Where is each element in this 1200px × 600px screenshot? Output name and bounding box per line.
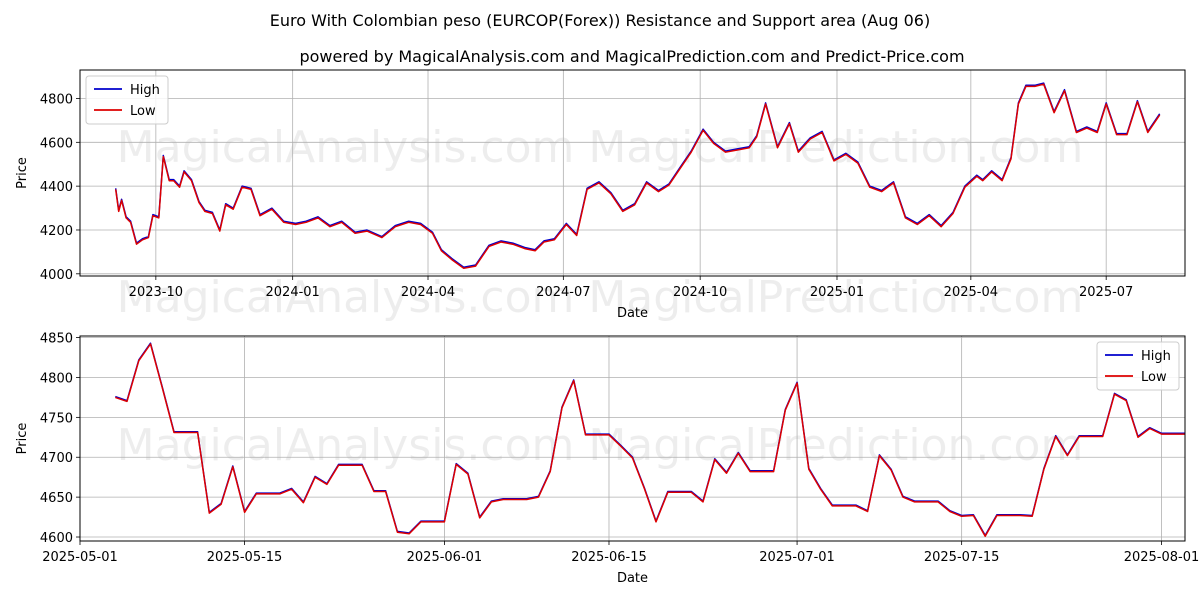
plot-frame <box>79 69 1186 277</box>
y-tick-label: 4600 <box>40 136 73 151</box>
y-tick-label: 4850 <box>40 332 73 347</box>
y-tick-label: 4700 <box>40 451 73 466</box>
legend-label-high: High <box>130 83 160 98</box>
plot-frame <box>79 335 1186 542</box>
watermark-bottom: MagicalAnalysis.com MagicalPrediction.co… <box>117 420 1084 471</box>
series-line-low <box>115 343 1185 537</box>
y-tick-label: 4750 <box>40 411 73 426</box>
y-tick-label: 4000 <box>40 268 73 283</box>
bottom-chart-panel: MagicalAnalysis.com MagicalPrediction.co… <box>15 332 1199 586</box>
x-tick-label: 2025-07-01 <box>759 550 835 565</box>
y-tick-label: 4800 <box>40 92 73 107</box>
legend-box <box>1096 341 1180 391</box>
legend-label-low: Low <box>130 104 156 119</box>
series-line-high <box>114 82 1161 268</box>
watermark-top-lower: MagicalAnalysis.com MagicalPrediction.co… <box>117 272 1084 323</box>
top-chart-panel: MagicalAnalysis.com MagicalPrediction.co… <box>15 69 1186 323</box>
y-tick-label: 4400 <box>40 180 73 195</box>
y-axis-label: Price <box>15 157 30 189</box>
x-tick-label: 2025-08-01 <box>1124 550 1200 565</box>
x-tick-label: 2024-10 <box>673 285 727 300</box>
y-tick-label: 4800 <box>40 371 73 386</box>
x-axis-label: Date <box>617 306 648 321</box>
y-axis-label: Price <box>15 423 30 455</box>
x-tick-label: 2025-05-15 <box>207 550 283 565</box>
x-tick-label: 2023-10 <box>129 285 183 300</box>
x-tick-label: 2024-04 <box>401 285 455 300</box>
x-tick-label: 2025-07 <box>1079 285 1133 300</box>
x-tick-label: 2025-06-01 <box>407 550 483 565</box>
x-tick-label: 2024-07 <box>536 285 590 300</box>
legend-label-low: Low <box>1141 370 1167 385</box>
y-tick-label: 4200 <box>40 224 73 239</box>
x-tick-label: 2024-01 <box>266 285 320 300</box>
x-axis-label: Date <box>617 571 648 586</box>
legend-box <box>85 75 169 125</box>
x-tick-label: 2025-04 <box>944 285 998 300</box>
y-tick-label: 4650 <box>40 491 73 506</box>
y-tick-label: 4600 <box>40 531 73 546</box>
x-tick-label: 2025-07-15 <box>924 550 1000 565</box>
x-tick-label: 2025-06-15 <box>571 550 647 565</box>
watermark-top: MagicalAnalysis.com MagicalPrediction.co… <box>117 122 1084 173</box>
chart-subtitle: powered by MagicalAnalysis.com and Magic… <box>299 47 964 66</box>
x-tick-label: 2025-05-01 <box>42 550 118 565</box>
legend-label-high: High <box>1141 349 1171 364</box>
series-line-low <box>114 83 1161 270</box>
chart-title: Euro With Colombian peso (EURCOP(Forex))… <box>270 11 930 30</box>
x-tick-label: 2025-01 <box>810 285 864 300</box>
